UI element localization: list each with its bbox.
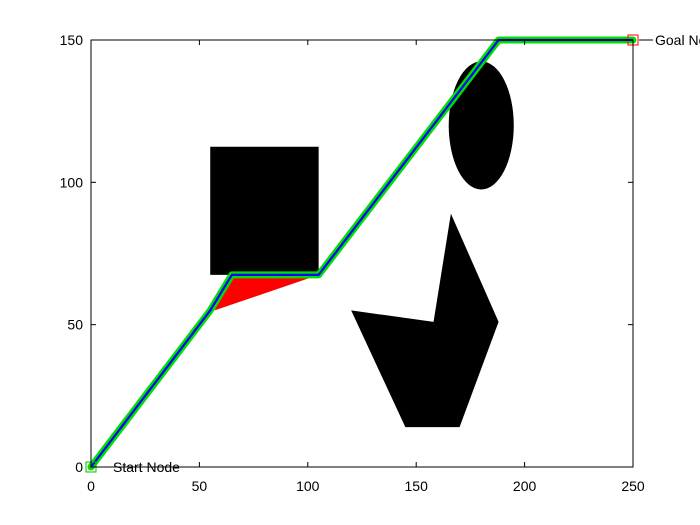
y-tick-label: 150 bbox=[60, 32, 84, 48]
plot-area: Start Node Goal Node 0 50 100 150 200 250 0 50 100… bbox=[60, 32, 700, 494]
ticks-layer bbox=[90, 39, 634, 468]
obstacle-rect bbox=[210, 146, 319, 275]
obstacle-polygon bbox=[351, 213, 499, 428]
x-tick-label: 150 bbox=[405, 478, 429, 494]
start-node-label: Start Node bbox=[113, 459, 180, 475]
y-tick-label: 50 bbox=[67, 317, 83, 333]
y-tick-label: 100 bbox=[60, 174, 84, 190]
x-tick-label: 0 bbox=[87, 478, 95, 494]
x-tick-label: 100 bbox=[296, 478, 320, 494]
obstacles bbox=[210, 61, 514, 428]
axes-background bbox=[91, 40, 633, 467]
goal-node-label: Goal Node bbox=[655, 32, 700, 48]
obstacle-ellipse bbox=[448, 61, 514, 190]
y-tick-label: 0 bbox=[75, 459, 83, 475]
x-tick-label: 50 bbox=[192, 478, 208, 494]
axes-frame bbox=[90, 39, 634, 468]
x-tick-label: 250 bbox=[621, 478, 645, 494]
explored-region-layer bbox=[214, 274, 319, 311]
explored-region bbox=[214, 274, 319, 311]
labels-layer: Start Node Goal Node 0 50 100 150 200 250 0 50 100… bbox=[60, 32, 700, 494]
x-tick-label: 200 bbox=[513, 478, 537, 494]
